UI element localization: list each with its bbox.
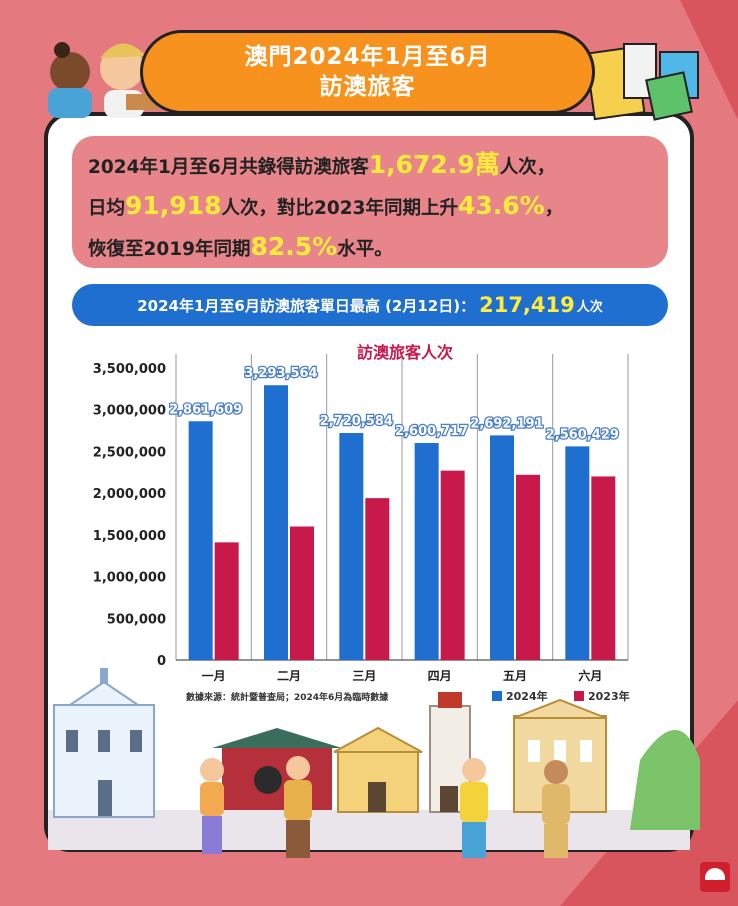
x-tick-label: 一月 xyxy=(202,669,226,683)
bar-value-label: 2,600,717 xyxy=(395,424,468,439)
bar-2024 xyxy=(414,443,439,660)
bar-2023 xyxy=(440,470,465,660)
y-tick-label: 3,000,000 xyxy=(93,404,166,419)
y-tick-label: 2,500,000 xyxy=(93,445,166,460)
title-line-1: 澳門2024年1月至6月 xyxy=(244,44,491,70)
map-passport-illustration xyxy=(584,43,699,121)
x-tick-label: 四月 xyxy=(428,669,452,683)
peak-unit: 人次 xyxy=(576,299,603,315)
legend-label-2023: 2023年 xyxy=(588,690,630,703)
bar-value-label: 2,720,584 xyxy=(320,414,393,429)
bar-value-label: 3,293,564 xyxy=(244,366,317,381)
legend-label-2024: 2024年 xyxy=(506,690,548,703)
bar-value-label: 2,692,191 xyxy=(470,416,543,431)
bar-value-label: 2,861,609 xyxy=(169,402,242,417)
growth-rate-value: 43.6% xyxy=(458,191,545,220)
bar-2024 xyxy=(490,435,514,660)
macau-landmarks-illustration xyxy=(48,668,700,850)
bar-2024 xyxy=(339,433,364,660)
total-visitors-value: 1,672.9萬 xyxy=(368,150,500,179)
summary-line-2: 日均91,918人次，對比2023年同期上升43.6%， xyxy=(88,187,652,228)
bar-2023 xyxy=(214,542,239,660)
y-tick-label: 2,000,000 xyxy=(93,487,166,502)
summary-box: 2024年1月至6月共錄得訪澳旅客1,672.9萬人次， 日均91,918人次，… xyxy=(72,136,668,268)
x-tick-label: 三月 xyxy=(352,669,376,683)
title-banner: 澳門2024年1月至6月 訪澳旅客 xyxy=(140,30,595,114)
y-tick-label: 3,500,000 xyxy=(93,362,166,377)
legend-item-2023: 2023年 xyxy=(574,688,630,704)
x-tick-label: 六月 xyxy=(578,668,602,683)
summary-text: 人次，對比2023年同期上升 xyxy=(221,198,459,219)
peak-value: 217,419 xyxy=(479,293,575,317)
bar-2024 xyxy=(264,385,288,660)
peak-label: 2024年1月至6月訪澳旅客單日最高 (2月12日)： xyxy=(137,296,476,315)
bar-2023 xyxy=(290,526,314,660)
bar-2023 xyxy=(365,498,390,660)
recovery-rate-value: 82.5% xyxy=(250,232,338,261)
summary-text: 恢復至2019年同期 xyxy=(88,239,251,260)
y-tick-label: 1,500,000 xyxy=(93,529,166,544)
chart-title: 訪澳旅客人次 xyxy=(357,343,453,362)
summary-text: 2024年1月至6月共錄得訪澳旅客 xyxy=(88,157,369,178)
bar-2023 xyxy=(591,476,616,660)
summary-line-3: 恢復至2019年同期82.5%水平。 xyxy=(88,228,652,269)
summary-text: 日均 xyxy=(88,198,126,219)
macau-tourism-logo xyxy=(700,862,730,892)
summary-text: ， xyxy=(544,198,564,219)
legend-swatch-2024 xyxy=(492,691,502,701)
peak-day-banner: 2024年1月至6月訪澳旅客單日最高 (2月12日)： 217,419 人次 xyxy=(72,284,668,326)
legend-item-2024: 2024年 xyxy=(492,688,548,704)
bar-value-label: 2,560,429 xyxy=(546,427,619,442)
daily-average-value: 91,918 xyxy=(125,191,222,220)
tourists-illustration xyxy=(200,756,570,858)
bar-2023 xyxy=(516,474,540,660)
source-note: 數據來源：統計暨普查局；2024年6月為臨時數據 xyxy=(186,693,389,703)
y-tick-label: 0 xyxy=(157,654,166,669)
summary-text: 人次， xyxy=(499,157,556,178)
x-tick-label: 二月 xyxy=(277,669,301,683)
summary-text: 水平。 xyxy=(337,239,393,260)
bar-2024 xyxy=(565,446,590,660)
bar-2024 xyxy=(188,421,213,660)
x-tick-label: 五月 xyxy=(503,669,527,683)
summary-line-1: 2024年1月至6月共錄得訪澳旅客1,672.9萬人次， xyxy=(88,146,652,187)
y-tick-label: 1,000,000 xyxy=(93,571,166,586)
title-line-2: 訪澳旅客 xyxy=(319,74,416,100)
legend-swatch-2023 xyxy=(574,691,584,701)
y-tick-label: 500,000 xyxy=(107,612,166,627)
